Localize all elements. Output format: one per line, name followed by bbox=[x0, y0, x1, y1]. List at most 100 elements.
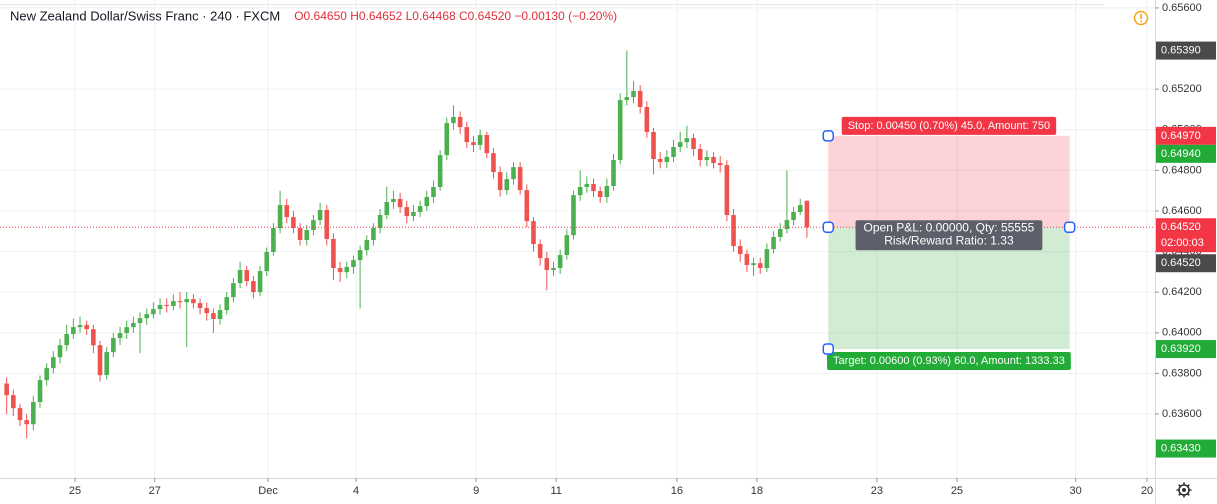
price-label-box bbox=[1156, 144, 1216, 163]
y-tick-label: 0.63800 bbox=[1162, 367, 1202, 379]
candle-body bbox=[511, 167, 516, 180]
candle-body bbox=[497, 171, 503, 191]
x-tick-label: Dec bbox=[258, 485, 278, 497]
drag-handle[interactable] bbox=[822, 130, 834, 142]
warning-circle[interactable] bbox=[1133, 10, 1149, 26]
candle-body bbox=[131, 323, 136, 328]
candle-body bbox=[577, 187, 583, 196]
candle-body bbox=[537, 244, 543, 259]
x-tick-label: 27 bbox=[149, 485, 161, 497]
candle-body bbox=[291, 217, 296, 229]
candle-body bbox=[484, 135, 490, 154]
candle-body bbox=[77, 325, 83, 328]
settings-icon[interactable] bbox=[1176, 482, 1192, 498]
price-label-text: 0.63430 bbox=[1161, 442, 1201, 454]
candle-body bbox=[617, 100, 623, 161]
close-price-text: 0.64520 bbox=[1161, 257, 1201, 269]
candle-body bbox=[11, 395, 16, 409]
candle-body bbox=[257, 271, 263, 292]
candle-body bbox=[57, 345, 63, 358]
candle-body bbox=[531, 221, 536, 245]
candle-body bbox=[204, 308, 210, 314]
x-tick-label: 11 bbox=[550, 485, 561, 497]
candle-body bbox=[771, 236, 776, 250]
candle-body bbox=[564, 235, 570, 256]
candle-body bbox=[557, 255, 563, 269]
candle-body bbox=[744, 254, 750, 265]
candles bbox=[4, 50, 810, 439]
candle-body bbox=[117, 333, 123, 339]
candle-body bbox=[4, 383, 9, 396]
candle-body bbox=[284, 205, 290, 218]
header-edge bbox=[0, 4, 1105, 5]
warning-bar[interactable] bbox=[1140, 14, 1142, 19]
y-tick-label: 0.65600 bbox=[1162, 2, 1202, 14]
drag-handle[interactable] bbox=[822, 221, 834, 233]
gear-teeth[interactable] bbox=[1176, 482, 1192, 498]
candle-body bbox=[151, 309, 156, 315]
price-label-box bbox=[1156, 439, 1216, 458]
candle-body bbox=[31, 402, 36, 425]
countdown-text: 02:00:03 bbox=[1161, 237, 1204, 249]
candle-body bbox=[704, 156, 710, 161]
candle-body bbox=[184, 299, 190, 303]
candle-body bbox=[224, 297, 230, 311]
candle-body bbox=[664, 156, 670, 163]
candle-body bbox=[464, 127, 470, 143]
stop-label-box bbox=[841, 116, 1057, 135]
y-tick-label: 0.65200 bbox=[1162, 83, 1202, 95]
price-label-text: 0.65390 bbox=[1161, 44, 1201, 56]
pnl-box bbox=[855, 220, 1043, 251]
candle-body bbox=[637, 90, 643, 108]
candle-body bbox=[471, 142, 476, 145]
candle-body bbox=[157, 304, 163, 310]
candle-body bbox=[271, 228, 276, 252]
y-tick-label: 0.64000 bbox=[1162, 327, 1202, 339]
candle-body bbox=[417, 206, 423, 212]
warning-dot[interactable] bbox=[1140, 20, 1142, 23]
y-tick-label: 0.64600 bbox=[1162, 205, 1202, 217]
stop-label-text: Stop: 0.00450 (0.70%) 45.0, Amount: 750 bbox=[848, 120, 1050, 132]
candle-body bbox=[24, 420, 29, 425]
price-label: 0.63920 bbox=[1156, 340, 1216, 359]
candle-body bbox=[244, 270, 250, 282]
candle-body bbox=[757, 263, 763, 269]
candle-body bbox=[64, 334, 69, 346]
candle-body bbox=[691, 138, 696, 150]
stop-zone bbox=[828, 135, 1070, 228]
candle-body bbox=[331, 239, 336, 269]
warning-icon[interactable] bbox=[1133, 10, 1149, 26]
candle-body bbox=[357, 250, 363, 261]
candle-body bbox=[477, 135, 483, 145]
candle-body bbox=[604, 186, 610, 197]
candle-body bbox=[197, 303, 203, 309]
candle-body bbox=[191, 299, 196, 304]
candle-body bbox=[544, 258, 550, 271]
symbol-title: New Zealand Dollar/Swiss Franc · 240 · F… bbox=[10, 8, 280, 23]
price-label: 0.64970 bbox=[1156, 126, 1216, 145]
candle-body bbox=[317, 209, 323, 221]
candle-body bbox=[44, 368, 49, 381]
x-tick-label: 18 bbox=[751, 485, 763, 497]
candle-body bbox=[797, 205, 803, 212]
candle-body bbox=[384, 202, 390, 216]
y-tick-label: 0.64800 bbox=[1162, 164, 1202, 176]
price-label-box bbox=[1156, 126, 1216, 145]
gear-hub[interactable] bbox=[1182, 488, 1186, 492]
drag-handle[interactable] bbox=[822, 343, 834, 355]
price-label: 0.64520 02:00:03 0.64520 bbox=[1156, 218, 1216, 273]
candle-body bbox=[277, 205, 283, 229]
candle-body bbox=[171, 301, 176, 307]
x-tick-label: 16 bbox=[671, 485, 683, 497]
candle-body bbox=[684, 138, 690, 143]
candle-body bbox=[804, 200, 810, 228]
candle-body bbox=[697, 149, 703, 161]
last-price-box bbox=[1156, 218, 1216, 253]
drag-handle[interactable] bbox=[1063, 221, 1076, 233]
candle-body bbox=[324, 209, 330, 239]
candle-body bbox=[17, 408, 23, 421]
candle-body bbox=[431, 187, 436, 197]
candle-body bbox=[444, 123, 450, 156]
target-label-box bbox=[827, 352, 1071, 371]
